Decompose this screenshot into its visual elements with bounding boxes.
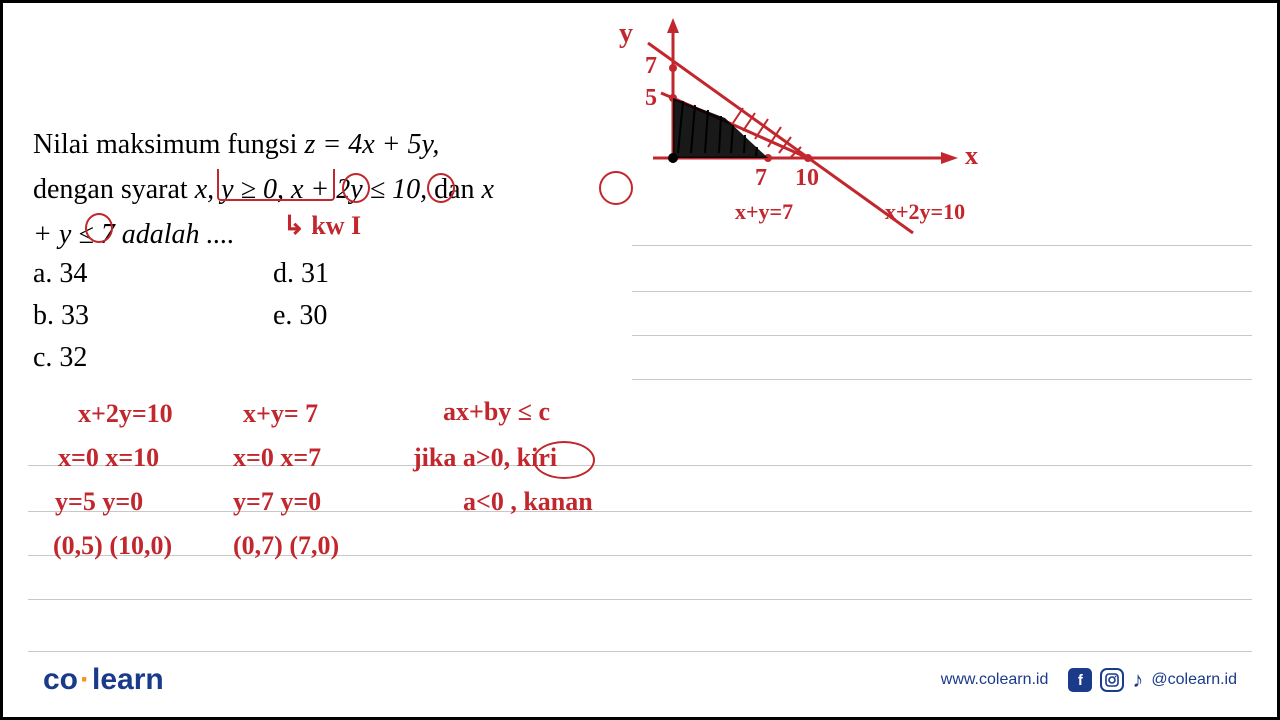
box-annotation [217,169,335,201]
hw-ineq: ax+by ≤ c [443,397,550,427]
graph-7y: 7 [645,53,657,80]
graph-10x: 10 [795,165,819,192]
graph-5y: 5 [645,85,657,112]
circle-annotation [342,173,370,203]
ruled-line-short [632,379,1252,380]
social-links: f ♪ @colearn.id [1068,667,1237,693]
question-equation: z = 4x + 5y, [304,129,439,160]
logo: co·learn [43,663,164,697]
graph-7x: 7 [755,165,767,192]
hw-row2b: y=7 y=0 [233,487,321,517]
logo-dot-icon: · [80,663,90,696]
circle-kiri [533,441,595,479]
circle-annotation [427,173,455,203]
question-text: dengan syarat [33,174,195,205]
option-d: d. 31 [273,258,513,290]
hw-row3a: (0,5) (10,0) [53,531,172,561]
hw-row2c: a<0 , kanan [463,487,593,517]
option-e: e. 30 [273,300,513,332]
tiktok-icon[interactable]: ♪ [1132,667,1143,693]
options-grid: a. 34 d. 31 b. 33 e. 30 c. 32 [33,258,513,374]
facebook-icon[interactable]: f [1068,668,1092,692]
graph: y x 7 5 7 10 x+y=7 x+2y=10 [613,13,1043,233]
option-b: b. 33 [33,300,273,332]
circle-annotation [85,213,113,243]
graph-eq2-label: x+2y=10 [885,199,965,225]
hw-row3b: (0,7) (7,0) [233,531,339,561]
cond3x: x [482,174,494,205]
ruled-line-short [632,245,1252,246]
hw-row2a: y=5 y=0 [55,487,143,517]
hw-eq2: x+y= 7 [243,399,318,429]
instagram-icon[interactable] [1100,668,1124,692]
hw-eq1: x+2y=10 [78,399,173,429]
logo-co: co [43,663,78,696]
graph-eq1-label: x+y=7 [735,199,793,225]
social-handle[interactable]: @colearn.id [1151,671,1237,689]
hw-kwI: ↳ kw I [283,211,361,241]
logo-learn: learn [92,663,164,696]
graph-x-label: x [965,141,978,171]
option-a: a. 34 [33,258,273,290]
ruled-line-short [632,291,1252,292]
footer: co·learn www.colearn.id f ♪ @colearn.id [3,663,1277,697]
hw-row1b: x=0 x=7 [233,443,321,473]
question-text: Nilai maksimum fungsi [33,129,304,160]
hw-row1a: x=0 x=10 [58,443,159,473]
site-url[interactable]: www.colearn.id [941,671,1049,689]
ruled-line-short [632,335,1252,336]
graph-y-label: y [619,18,633,50]
option-c: c. 32 [33,342,273,374]
